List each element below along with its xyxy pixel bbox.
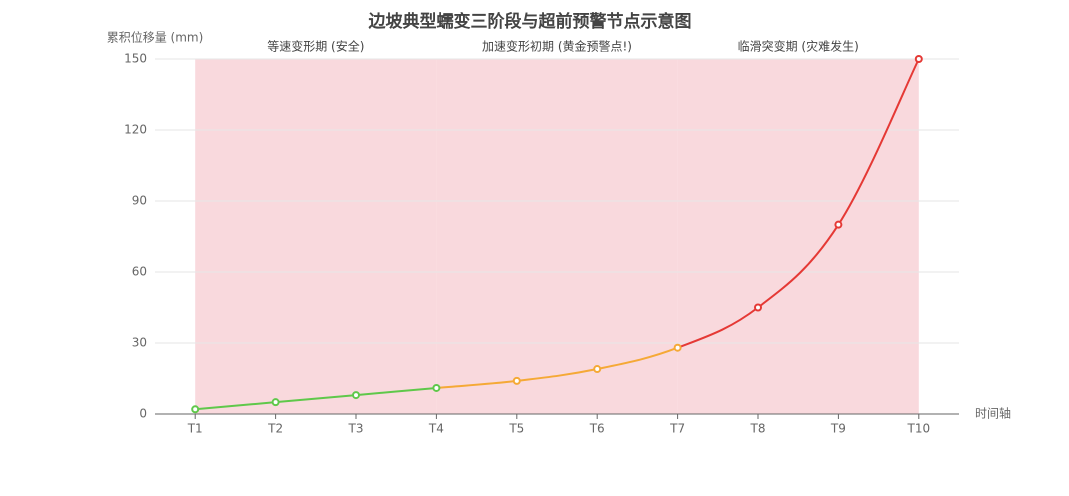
phase-label: 加速变形初期 (黄金预警点!) xyxy=(482,39,632,54)
x-axis-label: 时间轴 xyxy=(975,406,1011,421)
chart-title: 边坡典型蠕变三阶段与超前预警节点示意图 xyxy=(368,11,692,32)
point xyxy=(673,343,682,352)
x-tick-label: T5 xyxy=(508,422,524,436)
point xyxy=(352,391,360,400)
line-segment xyxy=(436,346,678,389)
phase-area xyxy=(677,59,919,414)
y-tick-label: 90 xyxy=(132,194,147,208)
phase-area xyxy=(195,59,437,414)
phase-label: 临滑突变期 (灾难发生) xyxy=(738,39,859,54)
x-tick-label: T2 xyxy=(267,422,283,436)
line-segment xyxy=(195,386,437,411)
y-tick-label: 120 xyxy=(124,123,147,137)
x-tick-label: T9 xyxy=(830,422,846,436)
y-tick-label: 150 xyxy=(124,52,147,66)
point xyxy=(191,405,200,414)
y-tick-label: 60 xyxy=(132,265,147,279)
x-tick-label: T4 xyxy=(428,422,444,436)
y-tick-label: 0 xyxy=(139,407,147,421)
point xyxy=(754,303,762,312)
x-tick-label: T7 xyxy=(669,422,685,436)
point xyxy=(512,376,521,385)
x-tick-label: T1 xyxy=(187,422,203,436)
y-tick-label: 30 xyxy=(132,336,147,350)
point xyxy=(432,383,441,392)
point xyxy=(271,398,280,407)
point xyxy=(593,365,602,374)
x-tick-label: T3 xyxy=(348,422,364,436)
x-tick-label: T10 xyxy=(906,422,930,436)
point xyxy=(834,220,843,229)
point xyxy=(914,55,923,63)
y-axis-label: 累积位移量 (mm) xyxy=(107,30,204,45)
line-segment xyxy=(677,58,920,349)
x-tick-label: T6 xyxy=(589,422,605,436)
x-tick-label: T8 xyxy=(750,422,766,436)
phase-label: 等速变形期 (安全) xyxy=(267,39,364,54)
phase-area xyxy=(436,59,678,414)
